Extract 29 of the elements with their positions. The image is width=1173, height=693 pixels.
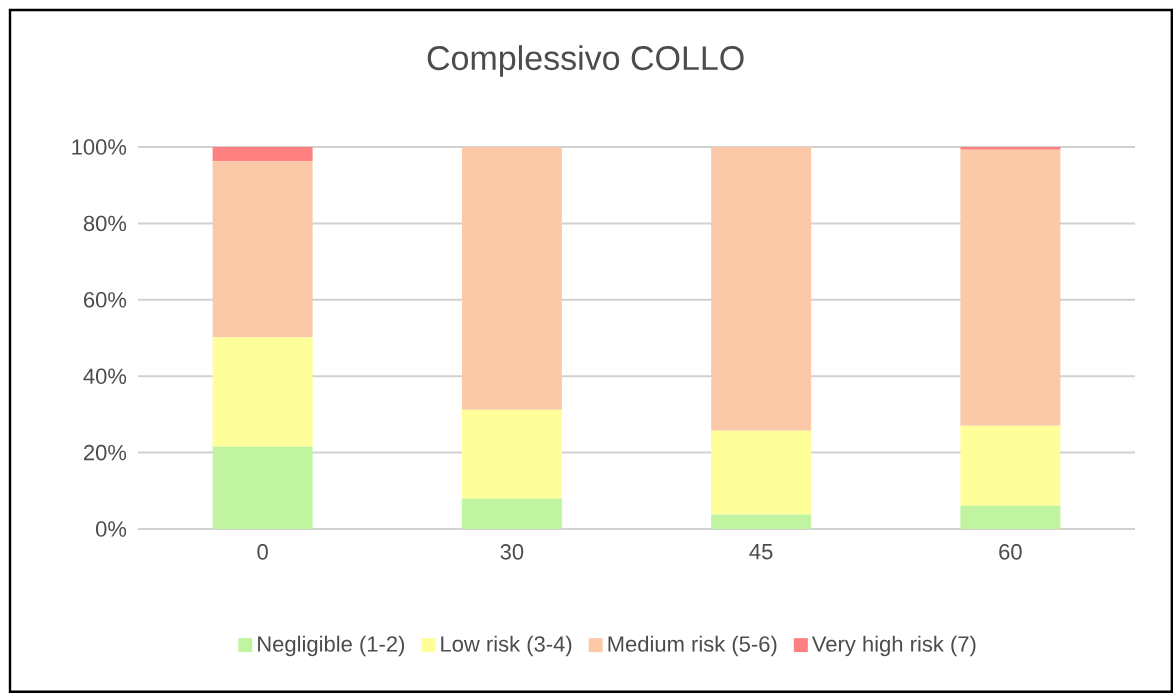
legend-label: Negligible (1-2) bbox=[258, 635, 405, 657]
bar bbox=[212, 337, 313, 447]
y-tick-label: 0% bbox=[95, 521, 127, 537]
bar bbox=[960, 505, 1061, 529]
y-tick-label: 40% bbox=[83, 368, 127, 384]
bar bbox=[461, 409, 562, 499]
y-tick-label: 100% bbox=[72, 139, 127, 155]
y-tick-label: 60% bbox=[84, 292, 127, 308]
bar bbox=[711, 430, 812, 515]
chart-title: Complessivo COLLO bbox=[427, 45, 744, 77]
bar bbox=[960, 147, 1061, 150]
x-tick-label: 45 bbox=[749, 544, 773, 560]
y-tick-label: 80% bbox=[83, 215, 127, 232]
x-tick-label: 0 bbox=[257, 544, 268, 560]
bar bbox=[461, 147, 562, 410]
legend-label: Very high risk (7) bbox=[811, 635, 976, 657]
bar bbox=[711, 514, 812, 529]
bar bbox=[960, 425, 1061, 506]
bar bbox=[461, 498, 562, 529]
bar bbox=[711, 147, 812, 431]
bar bbox=[212, 446, 313, 529]
bar bbox=[212, 161, 313, 338]
bar bbox=[960, 149, 1061, 426]
legend-label: Medium risk (5-6) bbox=[608, 635, 777, 657]
x-tick-label: 60 bbox=[999, 544, 1022, 560]
legend-label: Low risk (3-4) bbox=[441, 635, 572, 657]
y-tick-label: 20% bbox=[84, 444, 127, 461]
bar bbox=[212, 147, 313, 162]
x-tick-label: 30 bbox=[500, 544, 524, 560]
